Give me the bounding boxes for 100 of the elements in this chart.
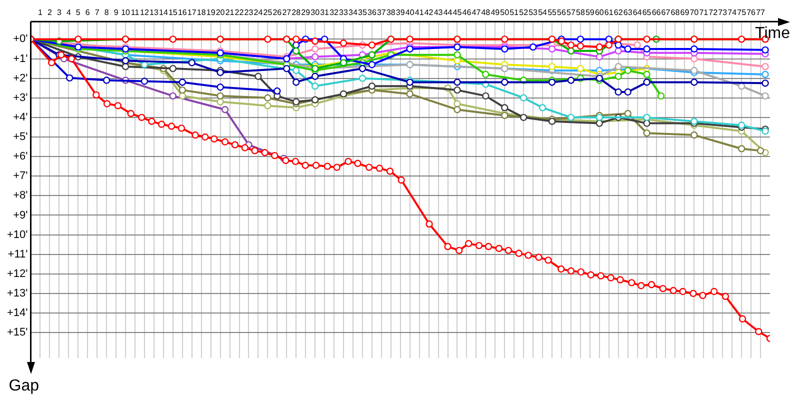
y-axis-title: Gap bbox=[8, 377, 40, 394]
x-tick-label: 72 bbox=[708, 8, 718, 18]
point bbox=[596, 53, 604, 60]
point bbox=[520, 114, 528, 122]
point bbox=[122, 62, 130, 70]
point bbox=[643, 78, 650, 86]
x-tick-label: 70 bbox=[690, 8, 700, 18]
x-tick-label: 75 bbox=[737, 8, 747, 18]
point bbox=[454, 86, 461, 94]
y-tick-label: +11' bbox=[8, 248, 28, 260]
point bbox=[188, 59, 196, 66]
y-tick-label: +7' bbox=[13, 170, 28, 182]
x-tick-label: 6 bbox=[85, 8, 90, 18]
x-tick-label: 35 bbox=[358, 8, 368, 18]
x-tick-label: 7 bbox=[94, 8, 100, 18]
x-tick-label: 2 bbox=[47, 8, 52, 18]
point bbox=[520, 94, 528, 102]
y-tick-label: +10' bbox=[6, 228, 28, 241]
point bbox=[311, 53, 319, 60]
y-tick-label: +13' bbox=[6, 287, 28, 300]
x-tick-label: 20 bbox=[216, 8, 226, 18]
point bbox=[66, 74, 74, 82]
point bbox=[614, 88, 622, 96]
x-tick-label: 39 bbox=[396, 8, 406, 18]
point bbox=[567, 47, 575, 55]
x-tick-label: 21 bbox=[225, 8, 235, 18]
x-tick-label: 68 bbox=[670, 8, 680, 18]
point bbox=[614, 62, 622, 70]
point bbox=[178, 92, 186, 100]
point bbox=[264, 102, 272, 110]
x-tick-label: 41 bbox=[414, 8, 424, 18]
x-tick-label: 13 bbox=[150, 8, 159, 18]
x-tick-label: 33 bbox=[339, 8, 349, 18]
point bbox=[216, 84, 224, 91]
y-tick-label: +3' bbox=[13, 92, 28, 104]
x-tick-label: 61 bbox=[604, 8, 614, 18]
x-tick-label: 52 bbox=[519, 8, 529, 18]
point bbox=[454, 106, 461, 114]
point bbox=[340, 59, 348, 66]
point bbox=[576, 42, 584, 50]
point bbox=[74, 36, 82, 43]
point bbox=[358, 74, 366, 82]
x-tick-label: 54 bbox=[538, 8, 548, 18]
x-tick-label: 55 bbox=[548, 8, 558, 18]
point bbox=[624, 110, 632, 118]
x-tick-label: 36 bbox=[367, 8, 377, 18]
point bbox=[178, 86, 186, 94]
y-tick-label: +4' bbox=[13, 111, 28, 124]
x-tick-label: 64 bbox=[632, 8, 642, 18]
x-tick-label: 25 bbox=[263, 8, 273, 18]
x-tick-label: 71 bbox=[699, 8, 709, 18]
x-tick-label: 11 bbox=[130, 8, 140, 18]
x-tick-label: 53 bbox=[528, 8, 538, 18]
point bbox=[482, 92, 490, 100]
x-tick-label: 14 bbox=[158, 8, 168, 18]
point bbox=[690, 131, 698, 139]
y-tick-label: +5' bbox=[13, 131, 28, 144]
point bbox=[624, 88, 632, 96]
x-tick-label: 77 bbox=[756, 8, 766, 18]
point bbox=[340, 40, 348, 47]
point bbox=[482, 70, 490, 78]
point bbox=[614, 72, 622, 80]
x-tick-label: 47 bbox=[472, 8, 482, 18]
x-tick-label: 23 bbox=[244, 8, 254, 18]
x-tick-label: 73 bbox=[718, 8, 728, 18]
x-tick-label: 50 bbox=[500, 8, 510, 18]
point bbox=[178, 78, 186, 86]
point bbox=[274, 87, 281, 95]
point bbox=[634, 41, 641, 49]
x-tick-label: 56 bbox=[557, 8, 566, 18]
y-tick-label: +15' bbox=[6, 326, 28, 339]
point bbox=[624, 45, 632, 53]
x-tick-label: 9 bbox=[114, 8, 119, 18]
x-tick-label: 46 bbox=[462, 8, 472, 18]
point bbox=[264, 94, 272, 102]
point bbox=[264, 36, 272, 43]
x-tick-label: 17 bbox=[187, 8, 197, 18]
point bbox=[292, 66, 300, 74]
point bbox=[283, 64, 290, 72]
x-tick-label: 16 bbox=[178, 8, 188, 18]
y-tick-label: +14' bbox=[6, 307, 28, 320]
x-tick-label: 51 bbox=[510, 8, 520, 18]
x-tick-label: 38 bbox=[386, 8, 396, 18]
x-tick-label: 43 bbox=[434, 8, 444, 18]
point bbox=[311, 38, 319, 45]
point bbox=[762, 46, 769, 54]
point bbox=[614, 47, 622, 55]
point bbox=[762, 80, 769, 87]
point bbox=[454, 78, 461, 86]
x-tick-label: 76 bbox=[746, 8, 756, 18]
point bbox=[292, 36, 300, 43]
y-tick-label: +1' bbox=[13, 52, 28, 65]
y-tick-label: +12' bbox=[6, 268, 28, 280]
x-tick-label: 49 bbox=[490, 8, 500, 18]
point bbox=[406, 36, 414, 43]
x-tick-label: 12 bbox=[140, 8, 150, 18]
point bbox=[548, 62, 556, 70]
point bbox=[358, 64, 366, 72]
y-tick-label: +2' bbox=[13, 72, 28, 84]
point bbox=[567, 114, 575, 122]
